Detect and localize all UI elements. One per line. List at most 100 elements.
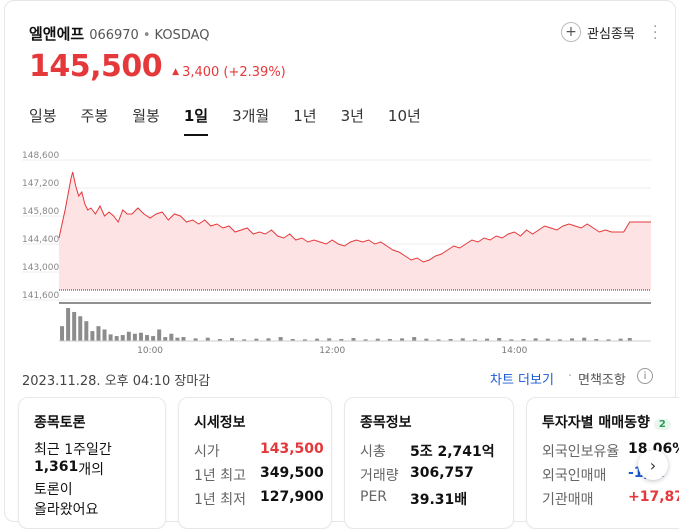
stock-name[interactable]: 엘앤에프 (29, 25, 85, 43)
volume-bar (436, 339, 441, 341)
volume-bar (594, 339, 599, 341)
more-options-icon[interactable]: · · · (653, 19, 658, 47)
volume-bar (72, 311, 77, 341)
volume-bar (424, 338, 429, 341)
volume-bar (315, 338, 320, 341)
quote-key: 1년 최저 (194, 492, 246, 508)
tab-period[interactable]: 3년 (340, 107, 364, 125)
price-row: 145,500 ▲ 3,400 (+2.39%) (29, 49, 286, 84)
investor-key: 기관매매 (542, 492, 594, 508)
separator-dot: • (142, 28, 151, 43)
company-key: 거래량 (360, 468, 399, 484)
market-timestamp: 2023.11.28. 오후 04:10 장마감 (22, 374, 211, 389)
info-icon[interactable]: i (637, 368, 653, 384)
discussion-line-4: 올라왔어요 (34, 499, 98, 519)
x-tick-label: 14:00 (501, 346, 527, 356)
volume-bar (339, 339, 344, 341)
volume-bar (96, 326, 101, 341)
tab-period[interactable]: 1년 (293, 107, 317, 125)
volume-bar (242, 339, 247, 341)
stock-code: 066970 (89, 28, 139, 43)
quote-row: 1년 최고 349,500 (194, 465, 324, 485)
company-key: 시총 (360, 444, 386, 460)
disclaimer-link[interactable]: 면책조항 (578, 373, 626, 388)
volume-bar (472, 339, 477, 341)
volume-bar (545, 338, 550, 341)
volume-bar (114, 336, 119, 341)
chart-more-link[interactable]: 차트 더보기 (490, 373, 554, 388)
company-row: 거래량 306,757 (360, 465, 474, 485)
y-tick-label: 143,000 (22, 263, 59, 273)
discussion-card[interactable]: 종목토론 최근 1주일간 1,361 개의 토론이 올라왔어요 (18, 397, 166, 529)
volume-bar (230, 338, 235, 341)
investor-value: 18.06% (628, 441, 679, 457)
volume-bar (290, 339, 295, 341)
tab-period[interactable]: 일봉 (29, 107, 57, 125)
volume-bar (66, 308, 71, 341)
volume-bar (266, 338, 271, 341)
company-key: PER (360, 489, 388, 505)
volume-bar (78, 316, 83, 341)
discussion-title: 종목토론 (34, 415, 86, 431)
x-tick-label: 12:00 (319, 346, 345, 356)
volume-bar (448, 339, 453, 341)
change-amount: 3,400 (182, 65, 220, 80)
tab-period[interactable]: 1일 (183, 105, 209, 136)
volume-bar (606, 339, 611, 341)
investor-row: 기관매매 +17,87... (542, 489, 679, 509)
quote-info-title: 시세정보 (194, 415, 246, 431)
company-value: 5조 2,741억 (410, 444, 495, 460)
change-percent: (+2.39%) (223, 65, 286, 80)
current-price: 145,500 (29, 49, 163, 84)
tab-period[interactable]: 10년 (387, 107, 421, 125)
tab-period[interactable]: 3개월 (232, 107, 270, 125)
discussion-text-3: 토론이 (34, 482, 73, 498)
volume-bar (627, 338, 632, 341)
intraday-chart: 148,600 147,200 145,800 144,400 143,000 141,6… (22, 151, 651, 356)
price-change: ▲ 3,400 (+2.39%) (172, 65, 286, 80)
volume-bar (570, 338, 575, 341)
volume-bar (254, 338, 259, 341)
volume-bar (108, 334, 113, 341)
price-line (58, 171, 651, 263)
volume-bar (163, 337, 168, 341)
company-value: 306,757 (410, 465, 474, 481)
volume-bar (302, 339, 307, 341)
volume-bar (84, 321, 89, 341)
volume-bar (132, 333, 137, 341)
period-tabs: 일봉 주봉 월봉 1일 3개월 1년 3년 10년 (29, 105, 445, 136)
tab-period[interactable]: 월봉 (132, 107, 160, 125)
volume-bar (618, 338, 623, 341)
discussion-line-3: 토론이 (34, 479, 73, 499)
volume-bar (169, 333, 174, 341)
volume-bar (60, 326, 65, 341)
investor-trend-label: 투자자별 매매동향 (542, 415, 650, 431)
investor-key: 외국인매매 (542, 468, 607, 484)
company-row: PER 39.31배 (360, 489, 467, 509)
volume-bar (157, 329, 162, 341)
investor-value: +17,87... (628, 489, 679, 505)
volume-bar (205, 337, 210, 341)
quote-value: 143,500 (260, 441, 324, 457)
discussion-line-1: 최근 1주일간 (34, 439, 112, 459)
volume-bar (533, 338, 538, 341)
x-tick-label: 10:00 (137, 346, 163, 356)
plus-icon: + (561, 22, 581, 42)
volume-bar (217, 339, 222, 341)
quote-value: 127,900 (260, 489, 324, 505)
volume-bar (181, 337, 186, 341)
volume-bar (138, 332, 143, 341)
tab-period[interactable]: 주봉 (80, 107, 109, 125)
volume-bar (460, 338, 465, 341)
chevron-right-icon[interactable]: › (638, 450, 668, 480)
watchlist-label: 관심종목 (587, 26, 635, 42)
quote-info-card[interactable]: 시세정보 시가 143,500 1년 최고 349,500 1년 최저 127,900 (178, 397, 332, 529)
discussion-count: 1,361 (34, 459, 79, 475)
investor-key: 외국인보유율 (542, 444, 620, 460)
volume-bar (102, 329, 107, 341)
company-info-card[interactable]: 종목정보 시총 5조 2,741억 거래량 306,757 PER 39.31배 (344, 397, 514, 529)
y-tick-label: 148,600 (22, 151, 59, 161)
add-watchlist-button[interactable]: + 관심종목 (561, 22, 635, 42)
volume-bar (582, 337, 587, 341)
